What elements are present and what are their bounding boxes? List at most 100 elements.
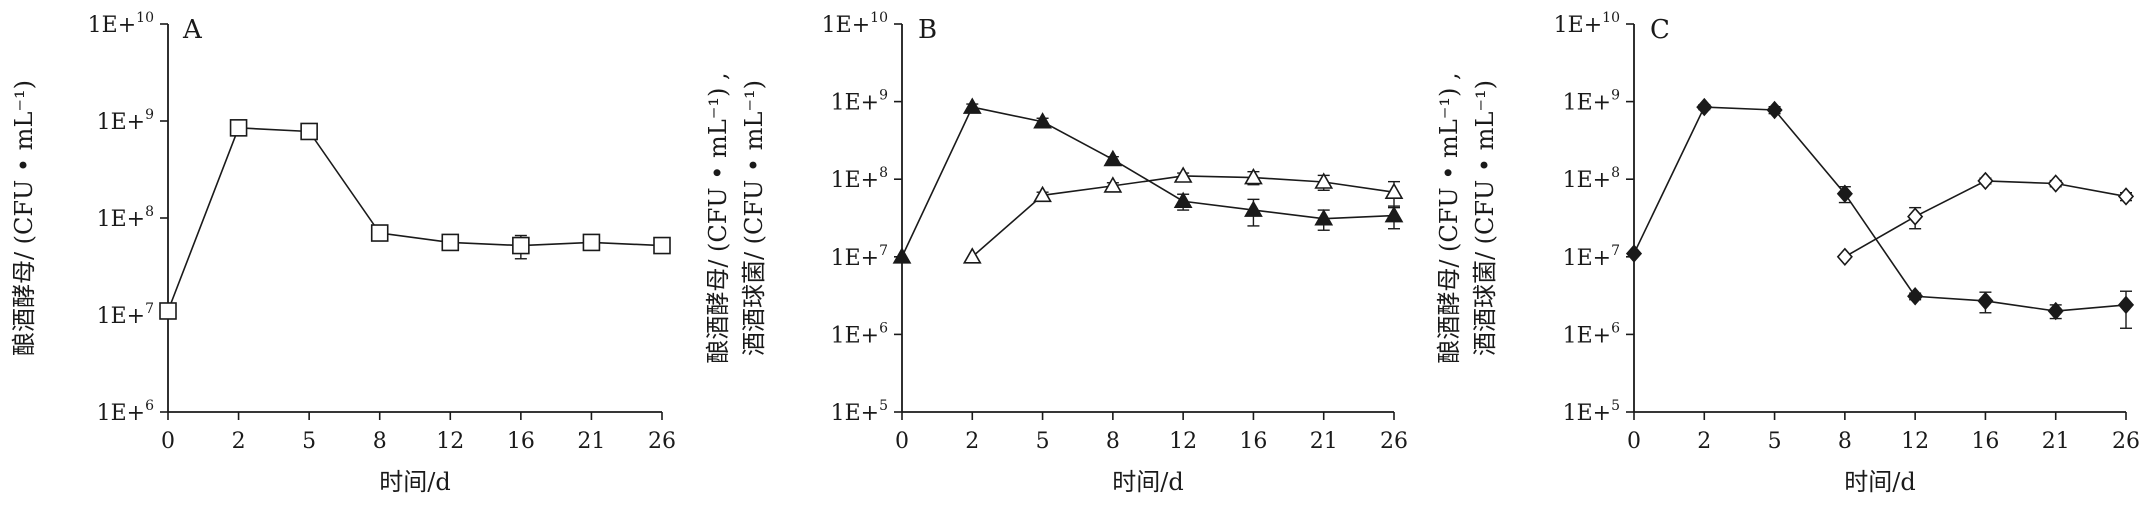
data-point-marker (1314, 209, 1334, 226)
y-tick-label: 1E+10 (822, 10, 888, 38)
data-point-marker (1384, 182, 1404, 199)
y-tick-label: 1E+6 (97, 398, 155, 426)
y-axis-title-line: 酿酒酵母/ (CFU • mL⁻¹) , (1435, 72, 1463, 363)
y-tick-base: 1E+ (1563, 91, 1612, 116)
x-tick-label: 0 (161, 429, 175, 454)
y-tick-label: 1E+5 (1563, 398, 1620, 426)
y-tick-base: 1E+ (97, 207, 146, 232)
y-tick-exponent: 6 (145, 398, 154, 414)
y-tick-exponent: 9 (879, 88, 888, 104)
y-tick-base: 1E+ (97, 401, 146, 426)
y-tick-label: 1E+8 (97, 204, 154, 232)
y-tick-base: 1E+ (88, 13, 137, 38)
data-point-marker (1314, 172, 1334, 189)
panel-label: A (182, 15, 203, 45)
x-tick-label: 21 (1310, 429, 1338, 454)
x-axis-title: 时间/d (1112, 468, 1183, 496)
series-diamond-open (1836, 171, 2135, 267)
data-point-marker (1836, 247, 1853, 267)
x-tick-label: 12 (1169, 429, 1197, 454)
data-point-marker (2117, 295, 2135, 315)
y-tick-exponent: 9 (145, 107, 154, 123)
series-square-open (159, 119, 671, 320)
y-tick-label: 1E+9 (97, 107, 154, 135)
y-tick-base: 1E+ (1563, 323, 1612, 348)
x-axis-title: 时间/d (379, 468, 450, 496)
y-axis-title-line: 酿酒酵母/ (CFU • mL⁻¹) (10, 80, 38, 356)
y-tick-exponent: 7 (1611, 243, 1620, 259)
x-tick-label: 12 (1901, 429, 1929, 454)
data-point-marker (229, 119, 248, 137)
data-point-marker (1244, 167, 1263, 185)
x-axis-title: 时间/d (1844, 468, 1915, 496)
y-tick-label: 1E+10 (88, 10, 154, 38)
x-tick-label: 8 (373, 429, 387, 454)
data-point-marker (441, 233, 460, 252)
x-tick-label: 21 (2042, 429, 2070, 454)
y-tick-base: 1E+ (831, 168, 880, 193)
y-tick-label: 1E+7 (97, 301, 154, 329)
data-point-marker (2047, 301, 2064, 321)
y-tick-label: 1E+6 (831, 320, 889, 348)
data-point-marker (1977, 291, 1994, 311)
y-tick-exponent: 8 (1611, 165, 1620, 181)
x-tick-label: 16 (1239, 429, 1267, 454)
series-diamond-filled (1625, 97, 2135, 329)
x-tick-label: 5 (1768, 429, 1782, 454)
x-tick-label: 8 (1838, 429, 1852, 454)
data-point-marker (1696, 97, 1713, 117)
x-tick-label: 5 (1036, 429, 1050, 454)
data-point-marker (300, 122, 318, 141)
y-tick-label: 1E+6 (1563, 320, 1621, 348)
data-point-marker (582, 233, 601, 252)
y-axis-title-line: 酒酒球菌/ (CFU • mL⁻¹) (1471, 80, 1499, 356)
series-line (167, 127, 663, 312)
data-point-marker (512, 236, 530, 255)
y-tick-exponent: 6 (879, 320, 888, 336)
series-triangle-open (962, 166, 1404, 264)
data-point-marker (2117, 187, 2135, 206)
y-tick-exponent: 6 (1611, 320, 1620, 336)
data-point-marker (1033, 185, 1052, 203)
panel-label: B (918, 15, 937, 45)
data-point-marker (962, 97, 982, 114)
y-tick-base: 1E+ (1563, 168, 1612, 193)
x-tick-label: 26 (2112, 429, 2140, 454)
data-point-marker (1907, 207, 1924, 226)
x-tick-label: 16 (507, 429, 535, 454)
y-axis-title-line: 酒酒球菌/ (CFU • mL⁻¹) (740, 80, 768, 356)
y-tick-exponent: 10 (870, 10, 888, 26)
x-tick-label: 8 (1106, 429, 1120, 454)
x-tick-label: 5 (302, 429, 316, 454)
x-tick-label: 26 (1380, 429, 1408, 454)
panel-label: C (1650, 15, 1670, 45)
y-tick-label: 1E+5 (831, 398, 888, 426)
data-point-marker (1103, 176, 1123, 193)
data-point-marker (1244, 200, 1263, 217)
y-tick-exponent: 8 (145, 204, 154, 220)
y-tick-base: 1E+ (831, 91, 880, 116)
y-tick-exponent: 5 (1611, 398, 1620, 414)
y-tick-label: 1E+7 (1563, 243, 1620, 271)
x-tick-label: 12 (436, 429, 464, 454)
data-point-marker (1907, 287, 1924, 306)
y-tick-exponent: 9 (1611, 88, 1620, 104)
x-tick-label: 2 (232, 429, 246, 454)
data-point-marker (2047, 174, 2064, 193)
data-point-marker (1384, 205, 1404, 223)
data-point-marker (159, 302, 177, 320)
y-tick-exponent: 10 (136, 10, 154, 26)
data-point-marker (892, 247, 912, 264)
y-axis-title-line: 酿酒酵母/ (CFU • mL⁻¹) , (704, 72, 732, 363)
data-point-marker (1173, 166, 1193, 183)
series-line (1844, 180, 2127, 258)
y-tick-base: 1E+ (831, 246, 880, 271)
y-tick-exponent: 8 (879, 165, 888, 181)
x-tick-label: 0 (1627, 429, 1641, 454)
data-point-marker (1173, 191, 1193, 209)
y-tick-exponent: 5 (879, 398, 888, 414)
y-tick-base: 1E+ (1563, 401, 1612, 426)
